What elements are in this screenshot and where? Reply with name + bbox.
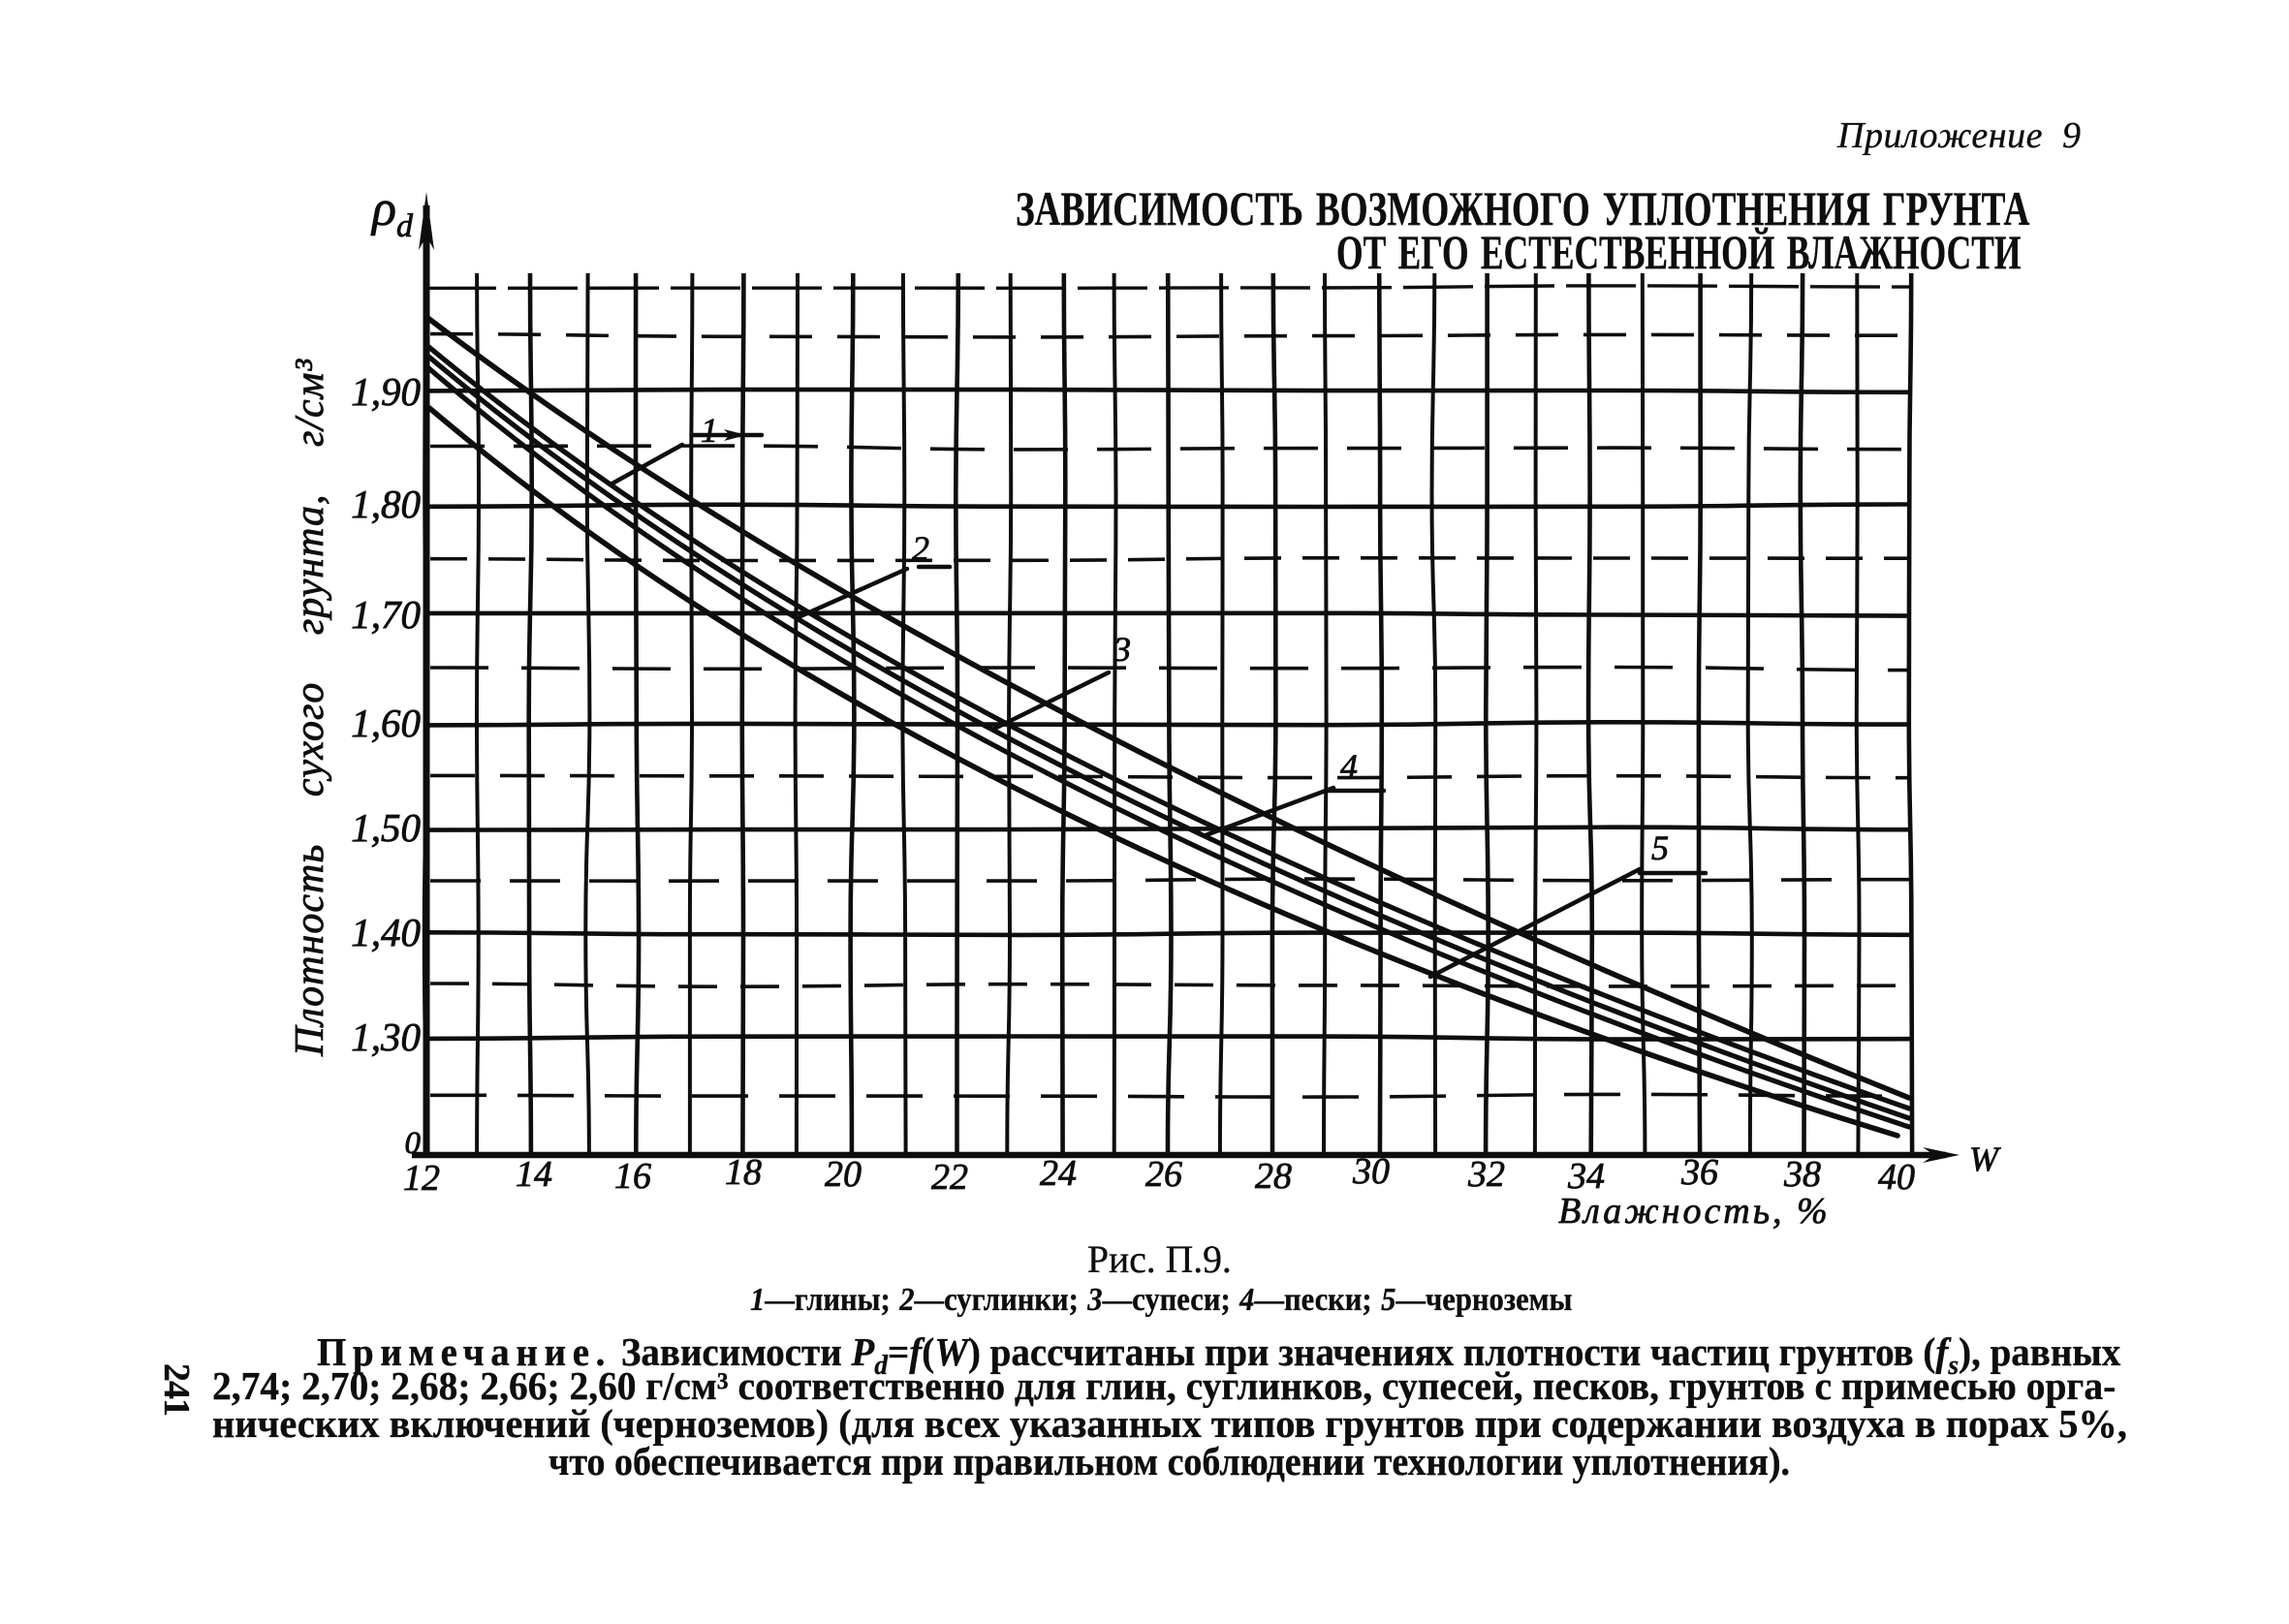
svg-text:W: W [1969, 1140, 2001, 1178]
svg-text:Влажность, %: Влажность, % [1558, 1191, 1831, 1232]
svg-text:38: 38 [1783, 1154, 1821, 1195]
svg-text:34: 34 [1567, 1156, 1605, 1197]
svg-text:30: 30 [1352, 1151, 1390, 1192]
svg-text:1: 1 [701, 411, 718, 450]
svg-text:36: 36 [1680, 1152, 1718, 1193]
svg-text:20: 20 [825, 1154, 862, 1195]
svg-text:2: 2 [912, 529, 929, 568]
svg-text:ρd: ρd [370, 181, 414, 244]
svg-text:14: 14 [516, 1154, 552, 1195]
svg-text:1,50: 1,50 [351, 805, 421, 850]
svg-text:1,80: 1,80 [351, 482, 421, 526]
svg-text:Плотность сухого грунта, г/см³: Плотность сухого грунта, г/см³ [288, 359, 332, 1057]
svg-text:5: 5 [1651, 828, 1669, 867]
svg-text:1,90: 1,90 [351, 369, 421, 414]
svg-text:1,60: 1,60 [351, 701, 421, 745]
svg-text:24: 24 [1040, 1153, 1077, 1194]
svg-text:12: 12 [403, 1158, 440, 1199]
svg-text:1,30: 1,30 [351, 1015, 421, 1059]
svg-text:22: 22 [931, 1157, 968, 1198]
svg-text:16: 16 [614, 1156, 651, 1197]
svg-text:4: 4 [1340, 747, 1358, 786]
svg-text:26: 26 [1145, 1154, 1182, 1195]
svg-text:3: 3 [1113, 630, 1131, 669]
svg-text:18: 18 [725, 1152, 762, 1193]
svg-text:0: 0 [405, 1126, 422, 1161]
svg-text:28: 28 [1255, 1156, 1292, 1197]
svg-text:1,40: 1,40 [351, 910, 421, 954]
svg-text:1,70: 1,70 [351, 592, 421, 637]
svg-text:32: 32 [1467, 1154, 1505, 1195]
svg-text:40: 40 [1878, 1157, 1915, 1198]
